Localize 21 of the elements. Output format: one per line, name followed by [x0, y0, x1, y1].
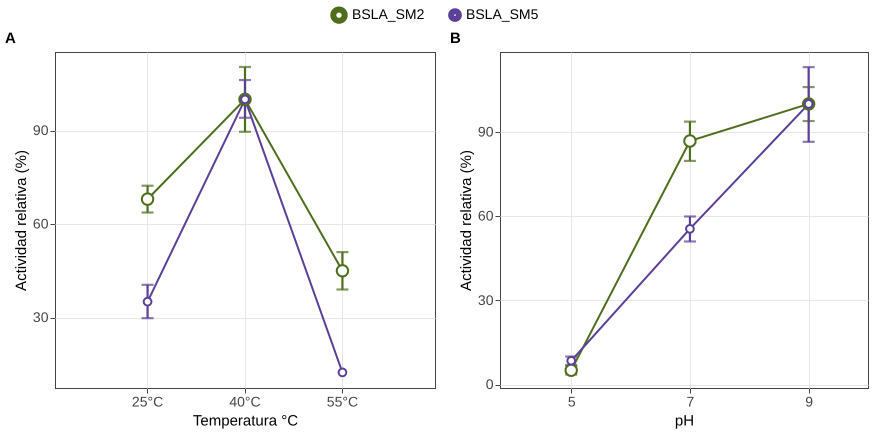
x-tick-label: 9 [805, 394, 814, 410]
x-axis-title: pH [674, 412, 694, 430]
y-tick-label: 0 [486, 376, 494, 392]
x-tick-label: 7 [686, 394, 695, 410]
y-axis-title: Actividad relativa (%) [458, 150, 475, 291]
x-tick-label: 25°C [132, 394, 164, 410]
x-axis-title: Temperatura °C [192, 412, 298, 430]
x-tick-label: 55°C [326, 394, 358, 410]
x-tick-label: 40°C [229, 394, 261, 410]
y-tick-label: 30 [478, 292, 494, 308]
legend-label: BSLA_SM5 [466, 6, 539, 22]
y-tick-label: 90 [32, 122, 49, 138]
chart-title: A [5, 30, 16, 47]
legend-label: BSLA_SM2 [352, 6, 425, 22]
x-tick-label: 5 [568, 394, 576, 410]
y-tick-label: 60 [478, 208, 494, 224]
y-tick-label: 30 [32, 309, 49, 326]
y-tick-label: 90 [478, 124, 494, 140]
y-tick-label: 60 [32, 216, 49, 232]
y-axis-title: Actividad relativa (%) [12, 150, 30, 291]
chart-title: B [450, 30, 461, 47]
